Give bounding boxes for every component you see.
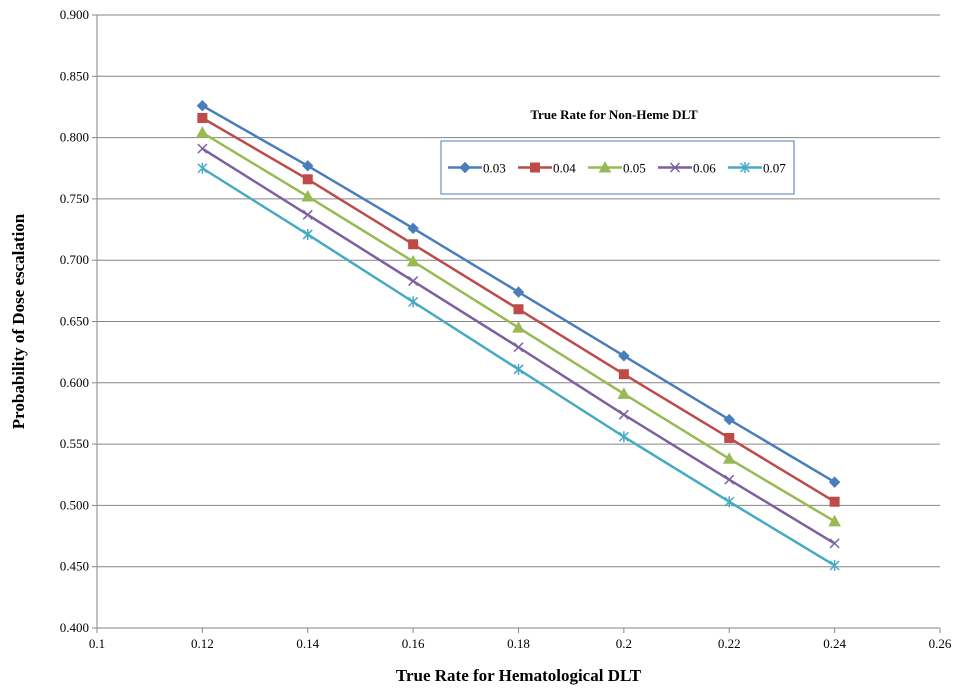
legend-item-0.07: 0.07 [728, 161, 786, 176]
y-tick-label: 0.500 [60, 497, 89, 512]
y-tick-label: 0.750 [60, 191, 89, 206]
data-point [197, 143, 208, 154]
legend-item-0.05: 0.05 [588, 161, 646, 176]
data-point [196, 100, 209, 112]
legend-label: 0.03 [483, 161, 506, 176]
series-0.07 [197, 162, 840, 571]
x-tick-label: 0.1 [89, 636, 105, 651]
x-tick-label: 0.24 [823, 636, 846, 651]
x-axis-title: True Rate for Hematological DLT [396, 666, 642, 685]
data-point [724, 474, 735, 485]
data-point [512, 286, 525, 298]
legend-label: 0.04 [553, 161, 576, 176]
data-point [512, 321, 525, 333]
legend-title: True Rate for Non-Heme DLT [530, 107, 698, 122]
data-point [197, 112, 208, 123]
data-point [723, 413, 735, 426]
legend-item-0.06: 0.06 [658, 161, 716, 176]
data-point [618, 409, 629, 420]
data-point [618, 369, 629, 380]
series-group [196, 100, 841, 571]
data-point [669, 162, 681, 173]
data-point [513, 342, 524, 353]
y-axis-title: Probability of Dose escalation [9, 213, 28, 429]
data-point [598, 160, 612, 173]
legend: True Rate for Non-Heme DLT 0.03 0.04 0.05 0… [440, 107, 795, 195]
data-point [618, 350, 630, 362]
data-point [828, 476, 841, 488]
legend-label: 0.07 [763, 161, 786, 176]
legend-label: 0.06 [693, 161, 716, 176]
data-point [407, 222, 419, 235]
x-tick-label: 0.2 [616, 636, 632, 651]
data-point [459, 161, 471, 174]
legend-item-0.04: 0.04 [518, 161, 576, 176]
data-point [408, 296, 419, 308]
data-point [513, 304, 524, 315]
data-point [302, 209, 313, 220]
legend-item-0.03: 0.03 [448, 161, 506, 176]
x-tick-label: 0.14 [296, 636, 319, 651]
data-point [530, 162, 540, 173]
y-tick-label: 0.450 [60, 559, 89, 574]
data-point [724, 496, 735, 508]
data-point [829, 538, 840, 549]
legend-label: 0.05 [623, 161, 646, 176]
series-line [201, 147, 836, 545]
y-tick-label: 0.650 [60, 314, 89, 329]
data-point [829, 559, 840, 571]
x-tick-label: 0.18 [507, 636, 530, 651]
y-tick-label: 0.550 [60, 436, 89, 451]
data-point [408, 276, 419, 287]
x-tick-label: 0.26 [929, 636, 952, 651]
data-point [618, 431, 629, 443]
data-point [302, 228, 313, 240]
data-point [722, 452, 736, 464]
data-point [408, 239, 419, 250]
y-tick-label: 0.850 [60, 68, 89, 83]
legend-items: 0.03 0.04 0.05 0.06 0.07 [448, 161, 786, 176]
y-tick-label: 0.900 [60, 7, 89, 22]
axes [92, 14, 941, 633]
data-point [617, 387, 631, 399]
series-0.05 [196, 126, 841, 527]
y-tick-label: 0.800 [60, 130, 89, 145]
data-point [829, 496, 840, 507]
series-0.03 [196, 100, 841, 488]
data-point [739, 162, 751, 173]
data-point [302, 160, 314, 172]
data-point [828, 514, 841, 527]
data-point [197, 162, 208, 174]
data-point [301, 189, 315, 202]
y-tick-labels: 0.400 0.450 0.500 0.550 0.600 0.650 0.700 0.750… [60, 7, 89, 635]
y-tick-label: 0.600 [60, 375, 89, 390]
data-point [513, 363, 524, 375]
series-0.06 [197, 143, 840, 549]
data-point [302, 174, 313, 185]
data-point [196, 126, 209, 138]
x-tick-label: 0.22 [718, 636, 741, 651]
y-tick-label: 0.400 [60, 620, 89, 635]
series-0.04 [197, 112, 840, 507]
y-tick-label: 0.700 [60, 252, 89, 267]
x-tick-labels: 0.1 0.12 0.14 0.16 0.18 0.2 0.22 0.24 0.26 [89, 636, 952, 651]
x-tick-label: 0.12 [191, 636, 214, 651]
data-point [724, 432, 735, 443]
data-point [406, 254, 420, 267]
x-tick-label: 0.16 [402, 636, 425, 651]
